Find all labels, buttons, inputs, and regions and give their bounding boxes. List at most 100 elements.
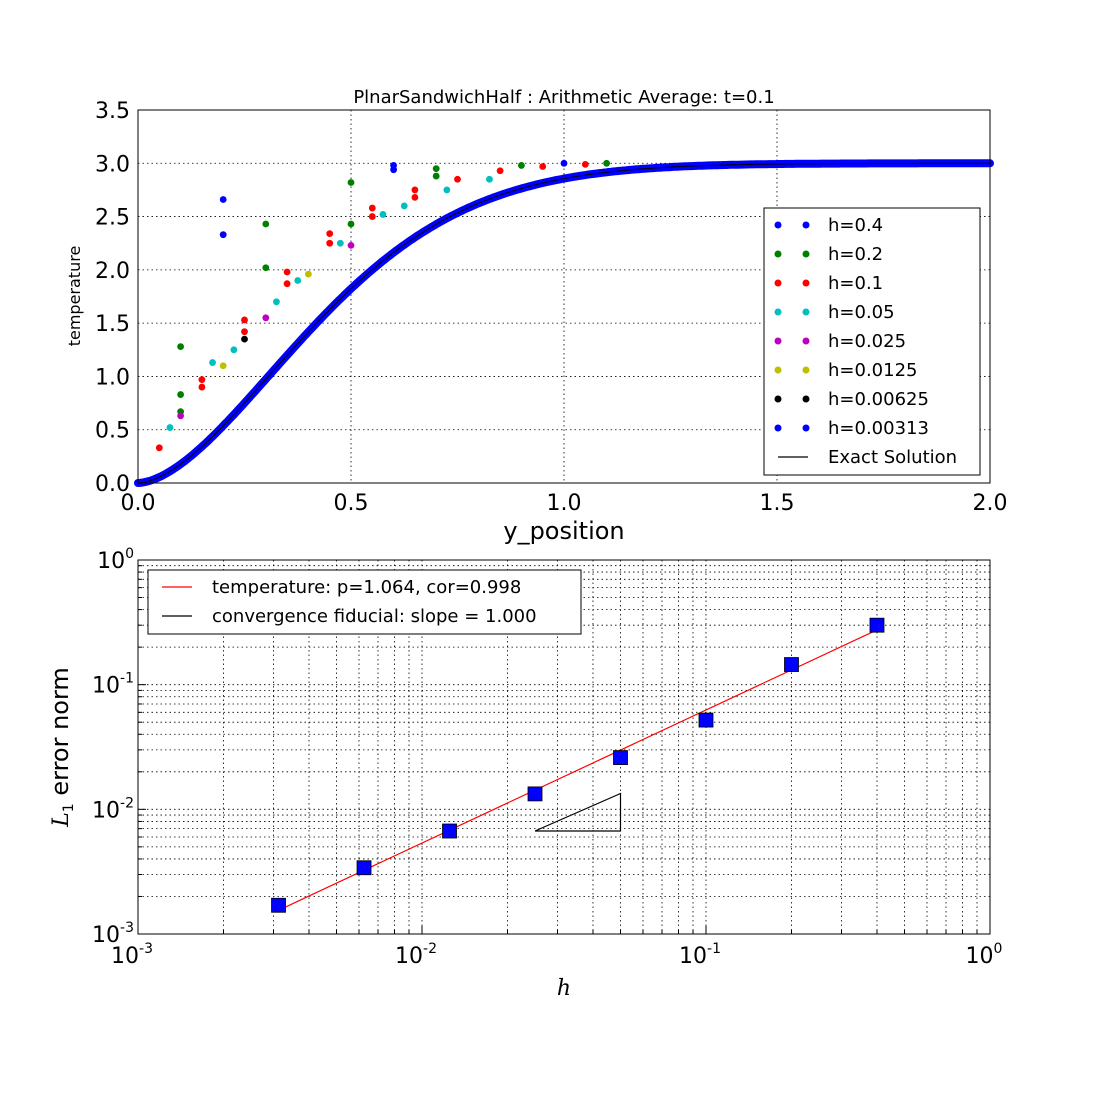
error-data-point xyxy=(356,860,372,876)
top-y-tick-label: 3.0 xyxy=(95,152,130,177)
top-y-tick-label: 2.0 xyxy=(95,259,130,284)
top-data-point xyxy=(347,179,355,186)
temperature-profile-chart: PlnarSandwichHalf : Arithmetic Average: … xyxy=(65,87,1008,545)
exact-solution-line xyxy=(137,162,990,484)
error-data-point xyxy=(698,712,714,728)
top-data-point xyxy=(347,241,355,249)
bottom-tick-labels: 10-3 10-2 10-1 100 10-3 10-2 10-1 100 xyxy=(92,546,1002,969)
top-data-point xyxy=(273,298,280,306)
bottom-x-axis-label: h xyxy=(557,976,571,1001)
bottom-y-tick-label: 100 xyxy=(97,546,134,574)
legend-marker xyxy=(774,366,782,374)
y-label-text: error norm xyxy=(46,667,74,803)
top-data-point xyxy=(347,220,355,228)
legend-marker xyxy=(774,308,782,316)
chart-title: PlnarSandwichHalf : Arithmetic Average: … xyxy=(353,87,774,108)
legend-marker xyxy=(802,221,810,229)
legend-entry-label: h=0.4 xyxy=(828,215,883,236)
y-label-subscript: 1 xyxy=(61,803,77,812)
legend-marker xyxy=(774,250,782,258)
top-data-point xyxy=(177,343,185,350)
top-data-point xyxy=(326,230,334,238)
top-data-point xyxy=(432,165,440,173)
top-y-axis-label: temperature xyxy=(65,246,84,347)
top-data-point xyxy=(294,277,302,284)
top-y-tick-label: 3.5 xyxy=(95,99,130,124)
top-data-point xyxy=(241,328,248,336)
bottom-y-tick-label: 10-1 xyxy=(92,671,134,699)
error-data-point xyxy=(527,786,543,802)
top-data-point xyxy=(230,346,238,354)
legend-marker xyxy=(774,221,782,229)
top-data-point xyxy=(198,383,206,391)
top-data-point xyxy=(443,186,451,194)
bottom-y-tick-label: 10-2 xyxy=(92,795,134,823)
top-data-point xyxy=(155,444,163,452)
top-data-point xyxy=(539,163,547,170)
bottom-x-tick-label: 10-2 xyxy=(395,941,437,969)
bottom-x-tick-label: 100 xyxy=(966,941,1003,969)
top-y-tick-label: 0.5 xyxy=(95,419,130,444)
top-x-tick-label: 0.5 xyxy=(334,491,369,516)
legend-entry-label: temperature: p=1.064, cor=0.998 xyxy=(212,577,521,598)
top-data-point xyxy=(518,162,525,169)
fit-line xyxy=(278,629,878,911)
bottom-y-axis-label: L1 error norm xyxy=(46,667,77,828)
top-x-axis-label: y_position xyxy=(503,517,624,545)
top-data-point xyxy=(305,270,312,278)
top-data-point xyxy=(326,239,334,247)
top-data-point xyxy=(177,391,185,398)
top-x-tick-label: 0.0 xyxy=(121,491,156,516)
legend-entry-label: h=0.00625 xyxy=(828,389,929,410)
legend-entry-label: h=0.00313 xyxy=(828,418,929,439)
top-data-point xyxy=(454,175,461,183)
top-data-point xyxy=(411,193,419,201)
top-data-point xyxy=(166,424,174,431)
top-data-point xyxy=(400,202,408,210)
bottom-grid xyxy=(138,560,990,934)
legend-entry-label: convergence fiducial: slope = 1.000 xyxy=(212,606,537,627)
top-y-tick-label: 2.5 xyxy=(95,206,130,231)
legend-marker xyxy=(802,395,810,403)
bottom-y-tick-label: 10-3 xyxy=(92,920,134,948)
top-data-point xyxy=(219,196,227,203)
top-data-point xyxy=(283,280,291,288)
top-y-tick-label: 1.5 xyxy=(95,312,130,337)
error-data-point xyxy=(784,657,799,672)
top-data-point xyxy=(432,172,440,180)
top-legend: h=0.4 h=0.2 h=0.1 h=0.05 h=0.025 h=0.0125 h=0.… xyxy=(763,207,981,476)
top-data-point xyxy=(379,211,387,218)
top-data-point xyxy=(390,166,397,174)
top-tick-labels: 0.0 0.5 1.0 1.5 2.0 0.0 0.5 1.0 1.5 2.0 2.5 3.0 3.5 xyxy=(95,99,1008,516)
legend-marker xyxy=(802,279,810,287)
top-data-point xyxy=(560,159,568,167)
top-legend-box xyxy=(763,207,981,476)
legend-marker xyxy=(802,424,810,432)
top-data-point xyxy=(496,167,504,175)
top-data-point xyxy=(603,159,610,167)
top-data-point xyxy=(219,231,227,239)
top-plot-frame xyxy=(137,109,991,484)
top-data-point xyxy=(198,376,206,384)
legend-marker xyxy=(802,366,810,374)
top-data-point xyxy=(368,213,376,220)
top-y-tick-label: 1.0 xyxy=(95,365,130,390)
legend-entry-label: h=0.0125 xyxy=(828,360,917,381)
bottom-plot-frame xyxy=(137,559,991,935)
top-data-point xyxy=(262,264,270,272)
convergence-chart: 10-3 10-2 10-1 100 10-3 10-2 10-1 100 h L1 erro… xyxy=(46,546,1002,1001)
legend-marker xyxy=(802,308,810,316)
top-data-point xyxy=(241,335,248,343)
top-data-point xyxy=(368,204,376,212)
y-label-symbol: L xyxy=(49,812,74,828)
top-data-point xyxy=(283,268,291,276)
top-x-tick-label: 2.0 xyxy=(973,491,1008,516)
top-y-tick-label: 0.0 xyxy=(95,472,130,497)
top-data-point xyxy=(336,239,344,247)
error-data-point xyxy=(613,750,628,765)
top-data-point xyxy=(486,175,493,183)
top-data-point xyxy=(177,412,185,420)
top-x-tick-label: 1.5 xyxy=(760,491,795,516)
legend-marker xyxy=(774,337,782,345)
